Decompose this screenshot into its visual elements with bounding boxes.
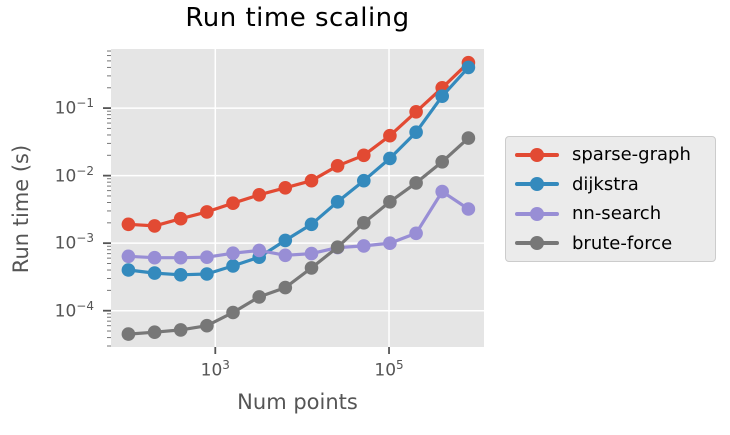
data-point-sparse-graph (147, 219, 162, 233)
x-axis-label: Num points (237, 390, 358, 414)
legend-dot-icon (530, 236, 544, 251)
legend-label: dijkstra (572, 173, 639, 195)
data-point-dijkstra (330, 195, 345, 209)
plot-panel (111, 49, 484, 347)
data-point-dijkstra (409, 125, 423, 139)
data-point-dijkstra (121, 263, 136, 277)
data-point-nn-search (121, 249, 136, 264)
data-point-dijkstra (461, 60, 476, 75)
legend-item-sparse-graph: sparse-graph (506, 141, 715, 169)
x-tick-label: 103 (200, 358, 230, 381)
legend-line-marker-icon (515, 236, 559, 251)
data-point-sparse-graph (383, 128, 397, 143)
data-point-dijkstra (304, 217, 319, 232)
data-point-nn-search (252, 243, 266, 258)
data-point-brute-force (226, 305, 240, 320)
data-point-sparse-graph (304, 173, 319, 188)
data-point-brute-force (357, 216, 371, 230)
y-tick-label: 10−2 (54, 163, 94, 187)
data-point-nn-search (383, 236, 397, 250)
data-point-dijkstra (278, 233, 293, 248)
data-point-dijkstra (357, 173, 371, 188)
data-point-nn-search (226, 246, 240, 260)
data-point-nn-search (200, 250, 214, 264)
data-point-nn-search (147, 250, 162, 265)
data-point-nn-search (435, 184, 450, 199)
data-point-sparse-graph (278, 181, 293, 195)
data-point-brute-force (304, 261, 319, 275)
legend-line-marker-icon (515, 177, 559, 192)
data-point-nn-search (357, 239, 371, 253)
data-point-nn-search (173, 250, 188, 265)
data-point-sparse-graph (409, 105, 423, 119)
data-point-sparse-graph (173, 211, 188, 226)
data-point-sparse-graph (200, 205, 214, 219)
data-point-nn-search (409, 226, 423, 241)
data-point-dijkstra (435, 89, 450, 103)
legend-dot-icon (530, 147, 544, 162)
data-point-brute-force (383, 195, 397, 209)
data-point-sparse-graph (357, 148, 371, 163)
legend-dot-icon (530, 206, 544, 221)
data-point-sparse-graph (121, 217, 136, 232)
y-tick-label: 10−1 (54, 96, 94, 119)
legend-label: sparse-graph (572, 144, 691, 166)
legend-line-marker-icon (515, 206, 559, 221)
data-point-brute-force (435, 155, 450, 169)
legend-label: nn-search (572, 203, 662, 225)
legend-item-dijkstra: dijkstra (506, 170, 715, 198)
data-point-nn-search (461, 202, 476, 216)
y-axis-label: Run time (s) (9, 144, 33, 274)
data-point-dijkstra (147, 266, 162, 280)
data-point-nn-search (278, 248, 293, 263)
data-point-brute-force (409, 176, 423, 190)
legend-item-nn-search: nn-search (506, 200, 715, 228)
data-point-brute-force (252, 290, 266, 304)
data-point-sparse-graph (330, 159, 345, 173)
data-point-sparse-graph (226, 196, 240, 210)
data-point-brute-force (147, 325, 162, 340)
data-point-sparse-graph (252, 188, 266, 202)
data-point-dijkstra (200, 267, 214, 281)
data-point-brute-force (173, 323, 188, 337)
data-point-brute-force (330, 240, 345, 254)
data-point-brute-force (461, 131, 476, 145)
data-point-brute-force (121, 327, 136, 341)
legend: sparse-graph dijkstra nn-search brute-force (505, 136, 716, 262)
legend-label: brute-force (572, 232, 673, 254)
chart-title: Run time scaling (185, 3, 410, 33)
legend-dot-icon (530, 177, 544, 192)
y-tick-label: 10−3 (54, 231, 94, 254)
legend-line-marker-icon (515, 147, 559, 162)
legend-item-brute-force: brute-force (506, 229, 715, 257)
data-point-brute-force (200, 318, 214, 333)
data-point-dijkstra (173, 268, 188, 282)
data-point-dijkstra (383, 151, 397, 166)
y-tick-label: 10−4 (54, 298, 94, 322)
data-point-dijkstra (226, 259, 240, 273)
x-tick-label: 105 (374, 358, 404, 381)
data-point-nn-search (304, 246, 319, 261)
data-point-brute-force (278, 280, 293, 295)
